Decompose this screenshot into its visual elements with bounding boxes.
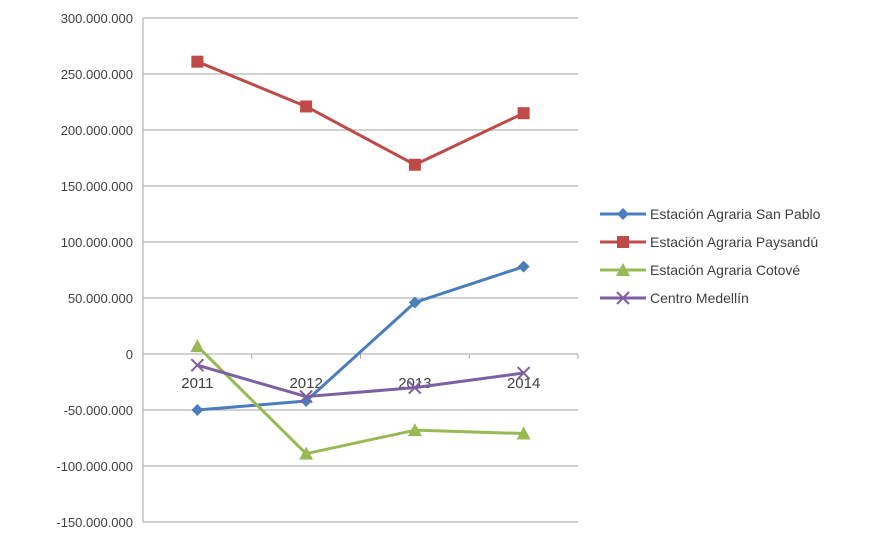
series-line	[196, 60, 525, 167]
y-tick-label: -100.000.000	[56, 459, 133, 474]
axes: 300.000.000 250.000.000 200.000.000 150.000…	[56, 11, 579, 530]
data-point	[191, 404, 204, 416]
data-point	[299, 389, 313, 404]
data-point	[190, 339, 205, 353]
data-point	[517, 260, 530, 273]
y-tick-label: 0	[126, 347, 133, 362]
legend-item: Estación Agraria Paysandú	[600, 234, 818, 250]
legend-label: Estación Agraria Paysandú	[650, 234, 818, 250]
series-group	[191, 260, 530, 416]
y-tick-label: 150.000.000	[61, 179, 133, 194]
data-point	[516, 366, 531, 380]
gridlines	[143, 17, 578, 523]
data-point	[408, 158, 421, 171]
data-point	[191, 55, 204, 68]
x-tick-label: 2012	[289, 375, 322, 392]
y-tick-label: 100.000.000	[61, 235, 133, 250]
x-tick-label: 2011	[181, 375, 213, 392]
data-point	[299, 446, 314, 460]
series-line	[196, 363, 524, 399]
legend-marker	[616, 263, 630, 276]
legend-marker	[617, 208, 629, 220]
y-tick-label: 200.000.000	[61, 123, 133, 138]
y-tick-label: 50.000.000	[68, 291, 133, 306]
x-tick-label: 2014	[507, 375, 540, 392]
legend-label: Centro Medellín	[650, 290, 749, 306]
y-tick-label: 250.000.000	[61, 67, 133, 82]
legend-item: Centro Medellín	[600, 290, 749, 306]
legend-item: Estación Agraria San Pablo	[600, 206, 821, 222]
data-point	[408, 296, 421, 309]
legend-item: Estación Agraria Cotové	[600, 262, 800, 278]
legend-label: Estación Agraria San Pablo	[650, 206, 821, 222]
series-group	[191, 55, 530, 171]
y-tick-label: 300.000.000	[61, 11, 133, 26]
series-group	[190, 339, 531, 460]
series-line	[197, 265, 525, 412]
data-point	[300, 395, 313, 408]
series	[190, 55, 531, 460]
data-point	[190, 358, 205, 372]
data-point	[516, 426, 531, 440]
series-line	[196, 345, 524, 456]
legend-marker	[617, 236, 629, 248]
data-point	[517, 107, 530, 120]
series-group	[190, 358, 531, 404]
legend: Estación Agraria San Pablo Estación Agrar…	[600, 206, 821, 306]
legend-marker	[616, 291, 630, 305]
data-point	[300, 100, 313, 113]
y-tick-label: -50.000.000	[64, 403, 133, 418]
data-point	[407, 423, 422, 437]
legend-label: Estación Agraria Cotové	[650, 262, 800, 278]
y-tick-label: -150.000.000	[56, 515, 133, 530]
data-point	[408, 380, 422, 395]
